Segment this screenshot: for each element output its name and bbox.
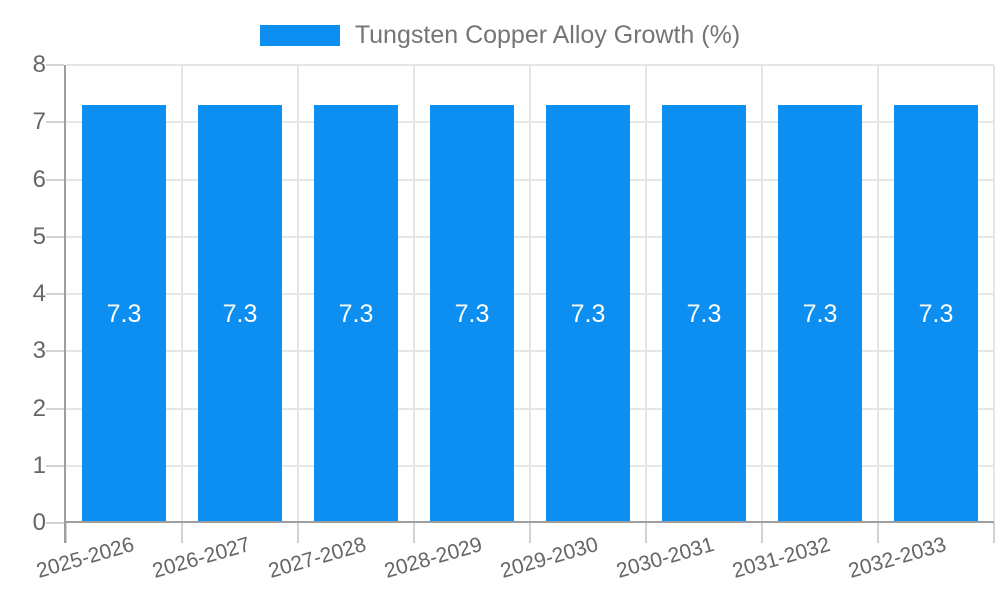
y-tick: [46, 121, 64, 124]
y-axis-tick-label: 0: [32, 509, 46, 536]
legend: Tungsten Copper Alloy Growth (%): [0, 21, 1000, 50]
x-gridline: [297, 65, 299, 523]
x-gridline: [877, 65, 879, 523]
y-tick: [46, 464, 64, 467]
x-tick: [297, 523, 299, 543]
x-axis-tick-label: 2029-2030: [497, 533, 601, 583]
x-tick: [877, 523, 879, 543]
y-axis-tick-label: 5: [32, 222, 46, 250]
y-tick: [46, 522, 64, 524]
y-axis-tick-label: 1: [32, 451, 46, 479]
x-axis-line: [64, 521, 994, 523]
x-tick: [761, 523, 763, 543]
x-tick: [993, 523, 995, 543]
y-axis-tick-label: 4: [32, 280, 46, 307]
bar[interactable]: [314, 105, 398, 523]
x-tick: [181, 523, 183, 543]
x-gridline: [993, 65, 995, 523]
x-gridline: [413, 65, 415, 523]
x-tick: [529, 523, 531, 543]
y-axis-tick-label: 8: [32, 51, 46, 78]
bar[interactable]: [430, 105, 514, 523]
y-tick: [46, 293, 64, 295]
y-axis-tick-label: 6: [32, 165, 46, 193]
y-tick: [46, 235, 64, 238]
x-axis-tick-label: 2026-2027: [149, 533, 253, 583]
legend-swatch: [259, 25, 340, 46]
x-tick: [65, 523, 67, 543]
y-tick: [46, 64, 64, 66]
x-axis-tick-label: 2025-2026: [33, 533, 137, 583]
bar[interactable]: [82, 105, 166, 523]
y-axis-tick-label: 7: [32, 108, 46, 136]
y-tick: [46, 178, 64, 181]
bar[interactable]: [894, 105, 978, 523]
x-tick: [413, 523, 415, 543]
x-gridline: [645, 65, 647, 523]
y-tick: [46, 350, 64, 353]
y-axis-tick-label: 3: [32, 337, 46, 365]
y-axis-tick-label: 2: [32, 394, 46, 422]
x-gridline: [529, 65, 531, 523]
legend-item[interactable]: Tungsten Copper Alloy Growth (%): [259, 21, 741, 50]
legend-label: Tungsten Copper Alloy Growth (%): [354, 21, 741, 49]
bar[interactable]: [662, 105, 746, 523]
x-axis-tick-label: 2028-2029: [381, 533, 485, 583]
x-axis-tick-label: 2030-2031: [613, 533, 717, 583]
x-gridline: [181, 65, 183, 523]
bar[interactable]: [546, 105, 630, 523]
bar[interactable]: [778, 105, 862, 523]
y-axis-line: [64, 65, 66, 543]
y-tick: [46, 407, 64, 410]
bar[interactable]: [198, 105, 282, 523]
x-axis-tick-label: 2031-2032: [729, 533, 833, 583]
x-axis-tick-label: 2032-2033: [845, 533, 949, 583]
x-axis-tick-label: 2027-2028: [265, 533, 369, 583]
x-gridline: [761, 65, 763, 523]
plot-area: 0 1 2 3 4 5 6 7 8 7.3 2025-2026 7.3 2026-2027 7.3 2027…: [33, 52, 995, 583]
x-tick: [645, 523, 647, 543]
